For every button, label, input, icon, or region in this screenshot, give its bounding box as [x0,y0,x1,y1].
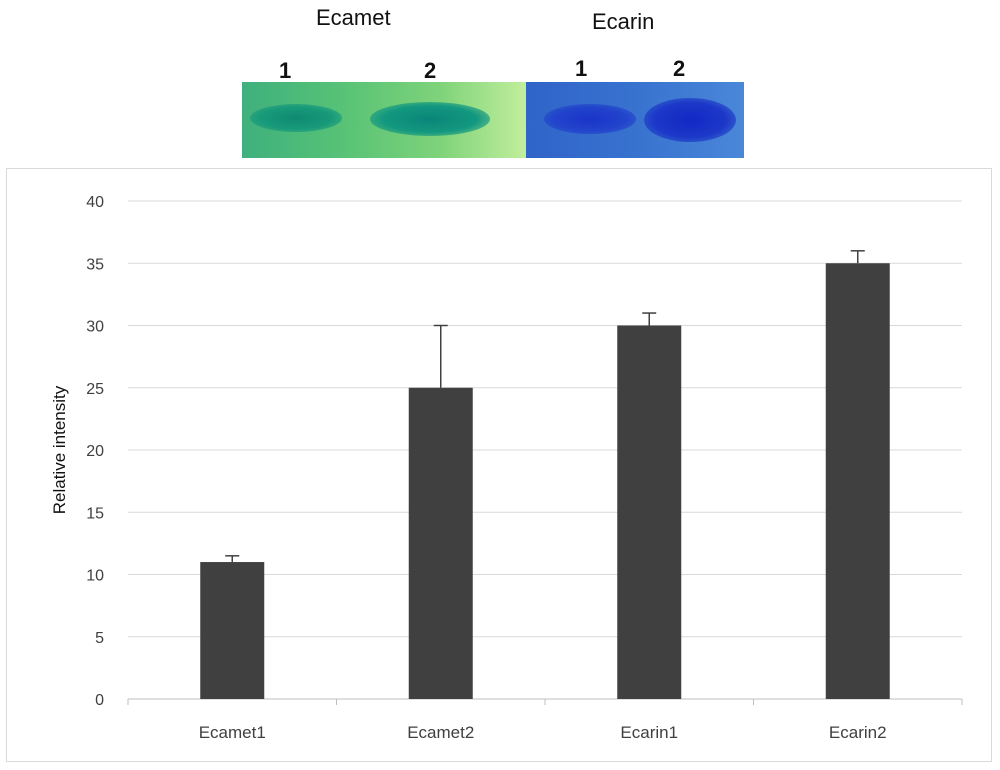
x-tick-label: Ecamet1 [199,723,266,742]
ecarin-lane-1-label: 1 [575,56,588,81]
ecarin-gel-image [526,82,744,158]
error-bar-ecarin2 [850,250,865,264]
y-tick-label: 5 [95,630,104,647]
error-bar-ecamet1 [225,555,240,563]
x-tick-label: Ecarin1 [620,723,678,742]
ecamet-lane-2-label: 2 [424,58,437,83]
ecamet-gel-image [242,82,526,158]
y-tick-label: 40 [86,194,104,211]
ecamet-band-2 [370,102,490,136]
chart-frame [6,168,992,762]
x-tick-label: Ecamet2 [407,723,474,742]
y-tick-label: 35 [86,256,104,273]
y-tick-label: 0 [95,692,104,709]
ecamet-lane-1-label: 1 [279,58,292,83]
bar-ecarin2 [825,263,890,699]
error-bar-ecamet2 [433,324,448,388]
y-axis-label: Relative intensity [50,385,69,514]
y-tick-label: 30 [86,319,104,336]
ecarin-band-1 [544,104,636,134]
y-tick-label: 25 [86,381,104,398]
bar-ecarin1 [617,325,682,699]
bar-ecamet2 [408,387,473,699]
bar-ecamet1 [200,562,265,699]
ecarin-band-2 [644,98,736,142]
x-tick-label: Ecarin2 [829,723,887,742]
ecamet-gel-title: Ecamet [316,5,391,30]
ecarin-gel-title: Ecarin [592,9,655,34]
y-tick-label: 20 [86,443,104,460]
y-tick-label: 10 [86,568,104,585]
error-bar-ecarin1 [642,312,657,326]
ecarin-lane-2-label: 2 [673,56,686,81]
y-tick-label: 15 [86,505,104,522]
ecamet-band-1 [250,104,342,132]
